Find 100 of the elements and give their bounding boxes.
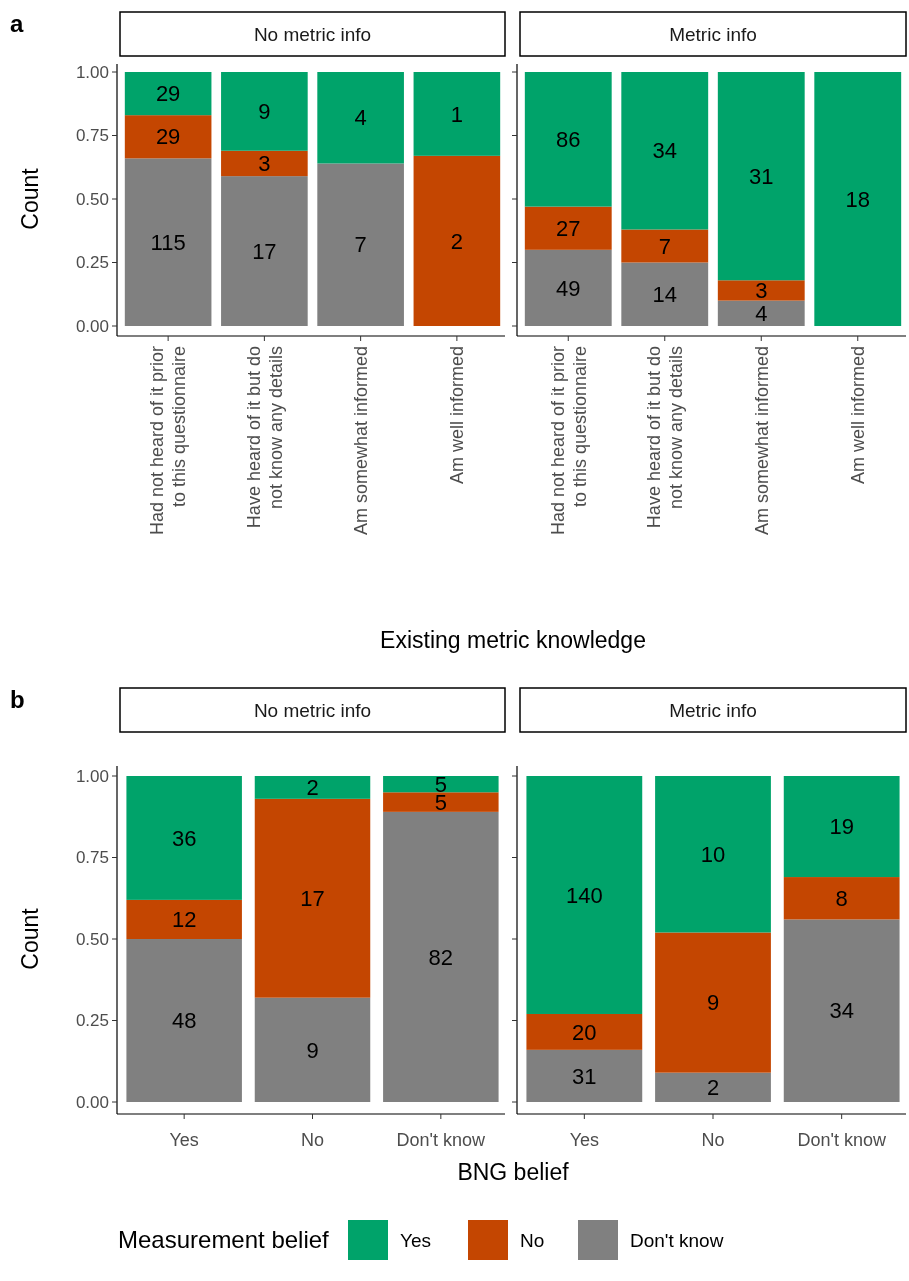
y-tick-label: 1.00 [75,766,109,786]
annotation: 34 [652,138,677,164]
annotation: 2 [706,1075,720,1101]
bar [221,176,308,326]
y-axis-title: Count [17,167,43,230]
bar [655,1072,771,1102]
bar [254,776,371,799]
annotation: 140 [565,882,603,908]
y-tick-label: 0.50 [75,189,109,209]
y-tick-label: 1.00 [75,62,109,82]
annotation: 10 [700,841,726,867]
x-axis-title: Existing metric knowledge [380,627,646,653]
x-tick-label: Am somewhat informed [751,346,772,536]
bar [413,72,501,156]
x-tick-label: No [300,1130,325,1151]
annotation: 4 [755,301,768,326]
annotation: 31 [749,163,774,189]
y-tick-label: 0.50 [75,929,109,949]
y-tick-label: 0.75 [75,126,109,146]
y-tick-label: 0.75 [75,848,109,868]
bar [126,776,242,900]
bar [124,115,212,159]
annotation: 20 [572,1019,597,1045]
annotation: 7 [354,232,367,258]
annotation: 27 [556,215,581,241]
bar [524,249,612,326]
annotation: 49 [556,275,581,301]
bar [526,1013,643,1050]
bar [524,72,612,207]
legend-title: Measurement belief [118,1226,330,1254]
bar [317,72,404,164]
bar [621,229,709,263]
annotation: 31 [572,1063,597,1089]
bar [717,280,805,301]
chart-title: Metric info [669,699,757,721]
bar [124,72,212,116]
text: b [10,686,25,713]
annotation: 82 [428,944,454,970]
annotation: 3 [258,151,271,177]
annotation: 17 [252,238,277,264]
y-axis-title: Count [17,907,43,970]
bar [524,206,612,250]
bar [621,262,709,326]
x-tick-label: Don't know [396,1130,487,1151]
bar [221,150,308,177]
annotation: 19 [829,814,854,840]
bar [717,72,805,281]
x-tick-label: Am well informed [447,346,468,485]
bar [124,158,212,326]
legend-label: Don't know [630,1229,724,1251]
bar [317,163,404,326]
chart-title: No metric info [253,699,372,721]
x-axis-title: BNG belief [457,1159,570,1185]
x-tick-label: Am well informed [848,346,869,485]
annotation: 29 [155,124,181,150]
annotation: 34 [829,998,854,1024]
bar [655,932,771,1073]
bar [526,776,643,1014]
bar [621,72,709,230]
bar [717,300,805,326]
bar [254,997,371,1102]
annotation: 7 [658,233,671,259]
y-tick-label: 0.25 [75,253,109,273]
bar [126,899,242,939]
x-tick-label: Had not heard of it prior to this questionnaire [147,346,190,536]
bar [221,72,308,151]
legend-label: No [520,1229,545,1251]
annotation: 1 [450,101,463,127]
y-tick-label: 0.00 [75,316,109,336]
chart-title: Metric info [669,23,757,45]
x-tick-label: No [701,1130,725,1151]
chart-title: No metric info [253,23,372,45]
annotation: 8 [835,885,848,911]
bar [526,1049,643,1102]
bar [126,939,242,1102]
annotation: 29 [155,81,181,107]
x-tick-label: Yes [169,1130,199,1151]
bar [655,776,771,933]
bar [383,811,499,1102]
x-tick-label: Am somewhat informed [350,346,371,536]
bar [783,776,900,878]
legend-label: Yes [400,1229,431,1251]
annotation: 14 [652,281,677,307]
x-tick-label: Yes [569,1130,600,1151]
bar [783,919,900,1102]
y-tick-label: 0.25 [75,1011,109,1031]
annotation: 36 [171,825,197,851]
bar [383,776,499,793]
y-tick-label: 0.00 [75,1092,109,1112]
bar [814,72,902,326]
annotation: 48 [171,1008,197,1034]
annotation: 9 [706,990,720,1016]
annotation: 9 [258,99,271,125]
annotation: 2 [306,775,319,801]
bar [383,792,499,812]
bar [254,798,371,998]
annotation: 12 [171,907,197,933]
x-tick-label: Had not heard of it prior to this questionnaire [547,346,590,536]
annotation: 18 [845,186,870,212]
annotation: 4 [354,105,367,131]
